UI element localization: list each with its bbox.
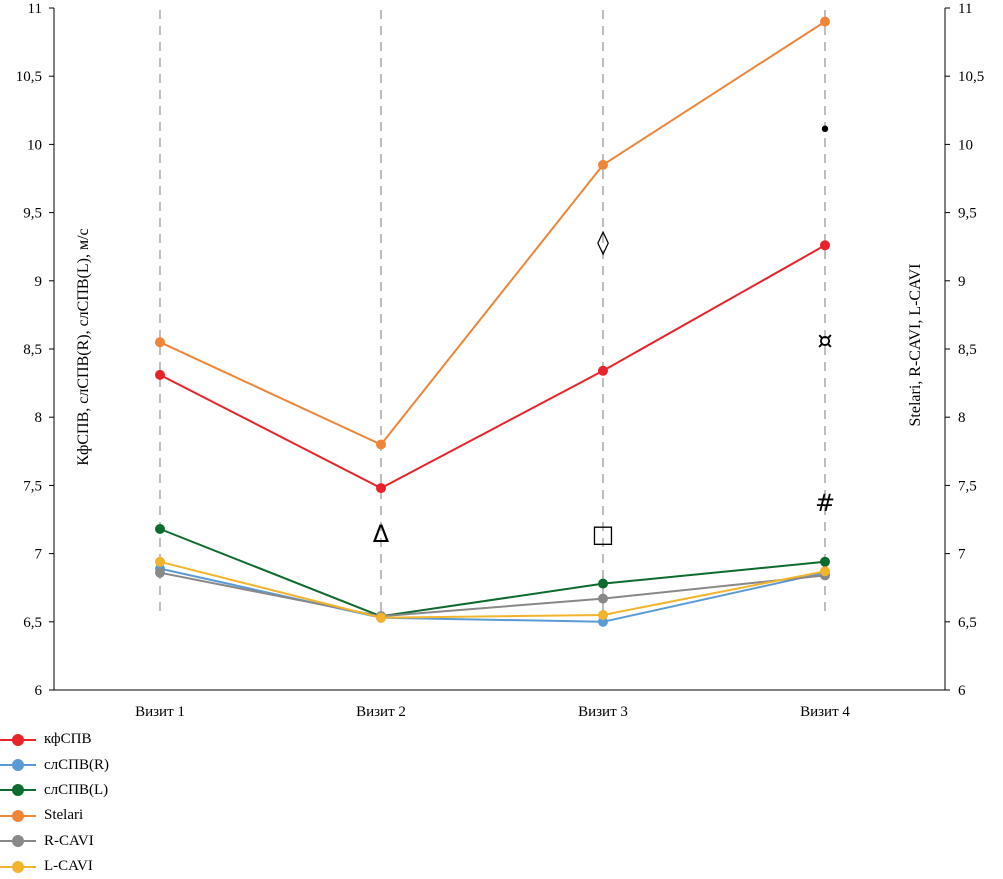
data-point xyxy=(155,524,165,534)
significance-marker: Δ xyxy=(373,520,390,548)
right-axis-title: Stelari, R-CAVI, L-CAVI xyxy=(907,264,924,427)
series-line-слСПВ(R) xyxy=(159,567,826,623)
x-category-labels: Визит 1 Визит 2 Визит 3 Визит 4 xyxy=(135,704,850,720)
data-point xyxy=(376,612,386,623)
data-point xyxy=(820,16,830,27)
right-y-ticks: 6 6,5 7 7,5 8 8,5 9 9,5 10 10,5 11 xyxy=(945,1,984,699)
left-axis-title: КфСПВ, слСПВ(R), слСПВ(L), м/с xyxy=(75,228,92,465)
legend-label: слСПВ(R) xyxy=(44,756,109,773)
series-line-R-CAVI xyxy=(159,571,826,618)
right-tick-label: 7 xyxy=(958,547,966,563)
data-point xyxy=(598,365,608,376)
category-label: Визит 3 xyxy=(578,704,628,720)
left-y-ticks: 6 6,5 7 7,5 8 8,5 9 9,5 10 10,5 11 xyxy=(16,1,54,699)
significance-marker: □ xyxy=(592,520,615,548)
legend-label: L-CAVI xyxy=(44,858,93,875)
left-tick-label: 9 xyxy=(35,274,43,290)
right-tick-label: 10,5 xyxy=(958,69,984,85)
data-point xyxy=(376,483,386,494)
left-tick-label: 10,5 xyxy=(16,69,42,85)
legend-label: Stelari xyxy=(44,807,84,824)
legend-label: R-CAVI xyxy=(44,832,94,849)
right-tick-label: 9,5 xyxy=(958,206,977,222)
annotations: Δ ◊ □ • ¤ # xyxy=(373,118,835,548)
data-point xyxy=(376,439,386,450)
significance-marker: • xyxy=(819,118,832,143)
right-tick-label: 8 xyxy=(958,410,966,426)
left-tick-label: 11 xyxy=(28,1,42,17)
category-label: Визит 2 xyxy=(356,704,406,720)
category-label: Визит 1 xyxy=(135,704,185,720)
legend-label: слСПВ(L) xyxy=(44,781,109,798)
right-tick-label: 6,5 xyxy=(958,615,977,631)
left-tick-label: 6 xyxy=(35,683,43,699)
right-tick-label: 10 xyxy=(958,137,973,153)
series-line-Stelari xyxy=(159,20,826,446)
right-tick-label: 11 xyxy=(958,1,972,17)
legend-swatch xyxy=(0,733,36,747)
legend-item: Stelari xyxy=(0,803,200,828)
right-tick-label: 8,5 xyxy=(958,342,977,358)
vertical-grid-lines xyxy=(159,10,826,616)
legend-item: R-CAVI xyxy=(0,829,200,854)
data-point xyxy=(820,556,830,567)
right-tick-label: 9 xyxy=(958,274,966,290)
right-tick-label: 7,5 xyxy=(958,478,977,494)
data-point xyxy=(820,566,830,577)
left-tick-label: 8,5 xyxy=(23,342,42,358)
series-line-слСПВ(L) xyxy=(159,528,826,618)
legend-swatch xyxy=(0,809,36,823)
data-point xyxy=(598,610,608,620)
legend: кфСПВ слСПВ(R) слСПВ(L) Stelari R-CAVI L-CAVI xyxy=(0,727,200,879)
legend-item: кфСПВ xyxy=(0,727,200,752)
data-point xyxy=(598,578,608,589)
left-tick-label: 9,5 xyxy=(23,206,42,222)
data-point xyxy=(155,567,165,578)
legend-swatch xyxy=(0,758,36,772)
series-lines xyxy=(155,16,830,627)
category-label: Визит 4 xyxy=(800,704,850,720)
left-tick-label: 10 xyxy=(27,137,42,153)
legend-swatch xyxy=(0,834,36,848)
data-point xyxy=(155,337,165,348)
data-point xyxy=(598,159,608,170)
significance-marker: ¤ xyxy=(817,327,832,355)
legend-item: слСПВ(L) xyxy=(0,778,200,803)
data-point xyxy=(155,369,165,380)
data-point xyxy=(820,240,830,251)
legend-swatch xyxy=(0,860,36,874)
series-line-кфСПВ xyxy=(159,244,826,490)
left-tick-label: 7,5 xyxy=(23,478,42,494)
left-tick-label: 7 xyxy=(35,547,43,563)
series-line-L-CAVI xyxy=(159,560,826,619)
data-point xyxy=(155,556,165,567)
legend-label: кфСПВ xyxy=(44,731,92,748)
significance-marker: # xyxy=(815,489,835,517)
left-tick-label: 6,5 xyxy=(23,615,42,631)
legend-item: слСПВ(R) xyxy=(0,752,200,777)
data-point xyxy=(598,593,608,604)
significance-marker: ◊ xyxy=(597,228,609,256)
right-tick-label: 6 xyxy=(958,683,966,699)
legend-swatch xyxy=(0,783,36,797)
legend-item: L-CAVI xyxy=(0,854,200,879)
left-tick-label: 8 xyxy=(35,410,43,426)
